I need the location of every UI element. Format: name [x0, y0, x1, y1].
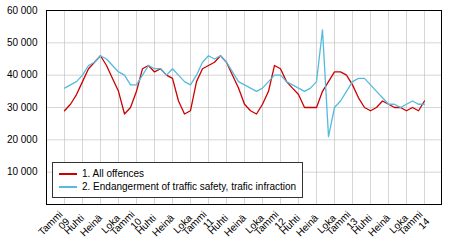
svg-text:60 000: 60 000 [7, 5, 38, 16]
svg-text:30 000: 30 000 [7, 102, 38, 113]
svg-text:Tammi14: Tammi14 [396, 208, 432, 244]
svg-text:10 000: 10 000 [7, 166, 38, 177]
svg-text:20 000: 20 000 [7, 134, 38, 145]
svg-text:40 000: 40 000 [7, 69, 38, 80]
svg-text:50 000: 50 000 [7, 37, 38, 48]
